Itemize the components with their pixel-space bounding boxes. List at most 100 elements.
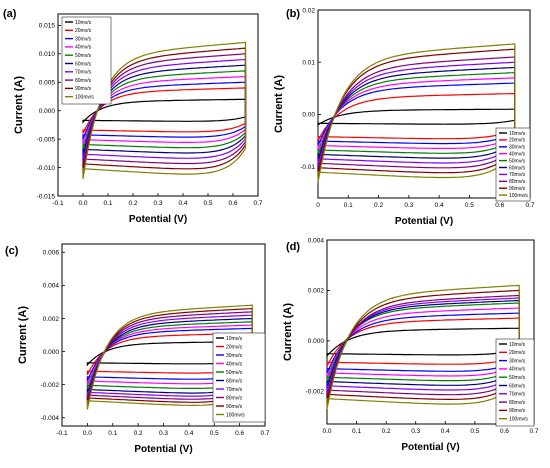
- y-tick-label: -0.010: [37, 165, 56, 172]
- x-axis-title: Potential (V): [395, 216, 453, 227]
- x-tick-label: 0.3: [411, 428, 420, 435]
- legend-entry: 60mv/s: [75, 61, 92, 67]
- x-tick-label: 0: [316, 202, 320, 209]
- legend-entry: 100mv/s: [509, 417, 528, 423]
- x-tick-label: 0.1: [352, 428, 361, 435]
- legend-entry: 90mv/s: [509, 408, 526, 414]
- legend-entry: 50mv/s: [509, 375, 526, 381]
- plot-frame: [317, 9, 531, 199]
- y-axis-title: Current (A): [282, 303, 294, 361]
- legend-entry: 10mv/s: [509, 342, 526, 348]
- x-tick-label: 0.4: [441, 428, 450, 435]
- x-axis-title: Potential (V): [134, 444, 192, 455]
- legend-entry: 50mv/s: [226, 370, 243, 376]
- legend-entry: 10mv/s: [509, 131, 526, 137]
- legend-entry: 40mv/s: [509, 367, 526, 373]
- cv-panel: (b) 0 0.1 0.2 0.3 0.4 0.5 0.6 0.7 -0.01 0.00 0.01 0.…: [273, 7, 535, 227]
- x-tick-label: 0.4: [178, 200, 187, 207]
- legend-entry: 80mv/s: [75, 78, 92, 84]
- legend-entry: 20mv/s: [75, 28, 92, 34]
- x-tick-label: 0.7: [529, 428, 538, 435]
- x-tick-label: 0.6: [495, 202, 504, 209]
- y-tick-label: -0.01: [300, 164, 315, 171]
- legend: 10mv/s20mv/s30mv/s40mv/s50mv/s60mv/s70mv…: [61, 16, 112, 105]
- legend-entry: 100mv/s: [509, 193, 528, 199]
- x-tick-label: 0.6: [235, 430, 244, 437]
- y-axis-title: Current (A): [17, 306, 29, 364]
- x-tick-label: 0.6: [228, 200, 237, 207]
- y-tick-label: 0.01: [302, 60, 315, 67]
- y-axis-title: Current (A): [273, 75, 285, 133]
- legend: 10mv/s20mv/s30mv/s40mv/s50mv/s60mv/s70mv…: [495, 338, 535, 427]
- legend-entry: 30mv/s: [509, 145, 526, 151]
- legend-entry: 80mv/s: [509, 400, 526, 406]
- y-tick-label: 0.006: [43, 250, 60, 257]
- legend-entry: 10mv/s: [75, 20, 92, 26]
- x-tick-label: 0.0: [78, 200, 87, 207]
- y-tick-label: 0.02: [302, 7, 315, 14]
- y-tick-label: 0.015: [39, 23, 56, 30]
- legend-entry: 100mv/s: [226, 412, 245, 418]
- y-tick-label: -0.002: [41, 382, 60, 389]
- legend-entry: 60mv/s: [509, 383, 526, 389]
- legend-entry: 20mv/s: [226, 344, 243, 350]
- x-tick-label: 0.3: [404, 202, 413, 209]
- x-tick-label: 0.1: [103, 200, 112, 207]
- x-tick-label: 0.7: [253, 200, 262, 207]
- legend-entry: 70mv/s: [75, 70, 92, 76]
- x-tick-label: 0.1: [108, 430, 117, 437]
- legend-entry: 20mv/s: [509, 350, 526, 356]
- panel-label: (a): [3, 8, 17, 20]
- x-tick-label: 0.4: [184, 430, 193, 437]
- legend: 10mv/s20mv/s30mv/s40mv/s50mv/s60mv/s70mv…: [212, 332, 266, 423]
- legend-entry: 60mv/s: [226, 378, 243, 384]
- plot-frame: [326, 239, 535, 425]
- legend-entry: 80mv/s: [226, 395, 243, 401]
- legend-box: [212, 332, 266, 423]
- legend-entry: 50mv/s: [509, 158, 526, 164]
- x-tick-label: 0.0: [83, 430, 92, 437]
- cv-panel: (c) -0.1 0.0 0.1 0.2 0.3 0.4 0.5 0.6 0.7 -0.004 -0.…: [5, 243, 270, 455]
- y-axis-title: Current (A): [13, 76, 25, 134]
- legend-entry: 50mv/s: [75, 53, 92, 59]
- x-tick-label: -0.1: [56, 430, 68, 437]
- x-tick-label: 0.2: [134, 430, 143, 437]
- y-tick-label: 0.000: [308, 338, 325, 345]
- legend-entry: 80mv/s: [509, 179, 526, 185]
- legend: 10mv/s20mv/s30mv/s40mv/s50mv/s60mv/s70mv…: [495, 127, 531, 202]
- legend-box: [61, 16, 112, 105]
- x-tick-label: 0.5: [203, 200, 212, 207]
- y-tick-label: 0.004: [308, 237, 325, 244]
- legend-entry: 40mv/s: [226, 361, 243, 367]
- y-tick-label: 0.002: [308, 288, 325, 295]
- x-tick-label: 0.7: [260, 430, 269, 437]
- y-tick-label: 0.002: [43, 316, 60, 323]
- x-tick-label: -0.1: [52, 200, 64, 207]
- cv-series-line: [317, 43, 516, 183]
- x-tick-label: 0.5: [465, 202, 474, 209]
- y-tick-label: 0.004: [43, 283, 60, 290]
- legend-entry: 70mv/s: [226, 387, 243, 393]
- cv-series-line: [317, 108, 516, 126]
- y-tick-label: -0.002: [306, 389, 325, 396]
- y-tick-label: -0.005: [37, 136, 56, 143]
- legend-entry: 70mv/s: [509, 392, 526, 398]
- legend-entry: 10mv/s: [226, 336, 243, 342]
- y-tick-label: 0.00: [302, 112, 315, 119]
- legend-entry: 20mv/s: [509, 138, 526, 144]
- x-tick-label: 0.5: [470, 428, 479, 435]
- x-tick-label: 0.2: [382, 428, 391, 435]
- y-tick-label: -0.015: [37, 193, 56, 200]
- x-tick-label: 0.1: [344, 202, 353, 209]
- x-tick-label: 0.4: [435, 202, 444, 209]
- x-tick-label: 0.6: [500, 428, 509, 435]
- legend-entry: 40mv/s: [75, 45, 92, 51]
- cv-panel: (a) -0.1 0.0 0.1 0.2 0.3 0.4 0.5 0.6 0.7 -0.015 -0.…: [3, 8, 263, 225]
- y-tick-label: 0.005: [39, 80, 56, 87]
- y-tick-label: -0.004: [41, 415, 60, 422]
- panel-label: (b): [286, 8, 300, 20]
- panel-label: (d): [286, 241, 300, 253]
- y-tick-label: 0.000: [43, 349, 60, 356]
- panel-label: (c): [5, 245, 19, 257]
